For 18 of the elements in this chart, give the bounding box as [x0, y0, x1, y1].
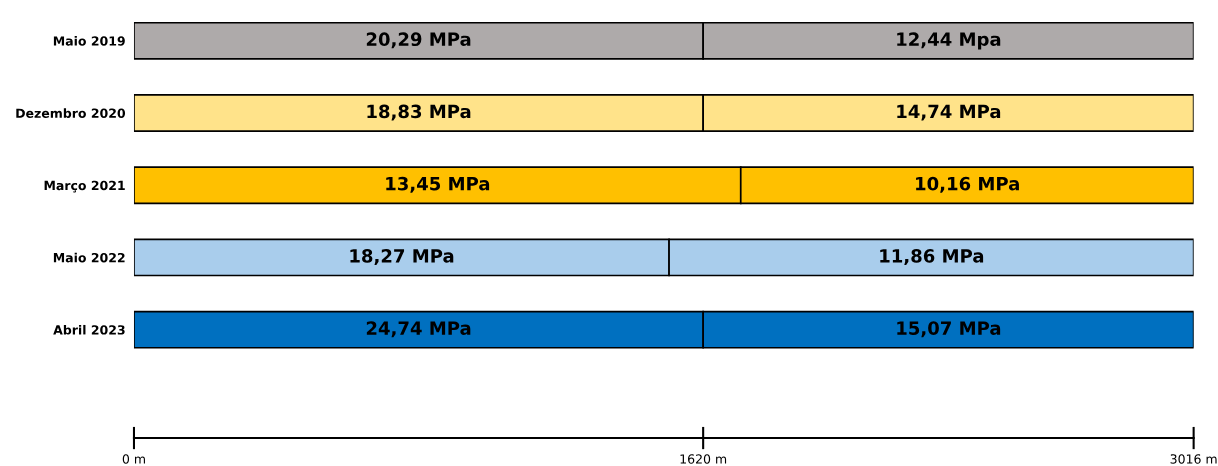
y-tick-label: Maio 2022 — [53, 252, 125, 263]
annotation: 20,29 MPa — [366, 32, 471, 49]
annotation: 18,83 MPa — [367, 104, 471, 121]
annotation: 12,44 Mpa — [897, 32, 1001, 50]
annotation: 10,16 MPa — [916, 176, 1019, 193]
annotation: 15,07 MPa — [897, 321, 1001, 338]
y-tick-label: Março 2021 — [44, 180, 125, 193]
annotation: 13,45 MPa — [386, 176, 490, 193]
x-tick-label: 0 m — [122, 454, 145, 464]
x-tick-label: 1620 m — [680, 454, 727, 464]
annotation: 14,74 MPa — [897, 104, 1001, 121]
annotation: 24,74 MPa — [366, 321, 471, 338]
annotation: 11,86 MPa — [880, 249, 984, 266]
annotation: 18,27 MPa — [350, 249, 454, 266]
y-tick-label: Dezembro 2020 — [16, 108, 126, 118]
y-tick-label: Abril 2023 — [53, 324, 125, 335]
y-tick-label: Maio 2019 — [53, 36, 125, 46]
x-tick-label: 3016 m — [1170, 454, 1217, 464]
